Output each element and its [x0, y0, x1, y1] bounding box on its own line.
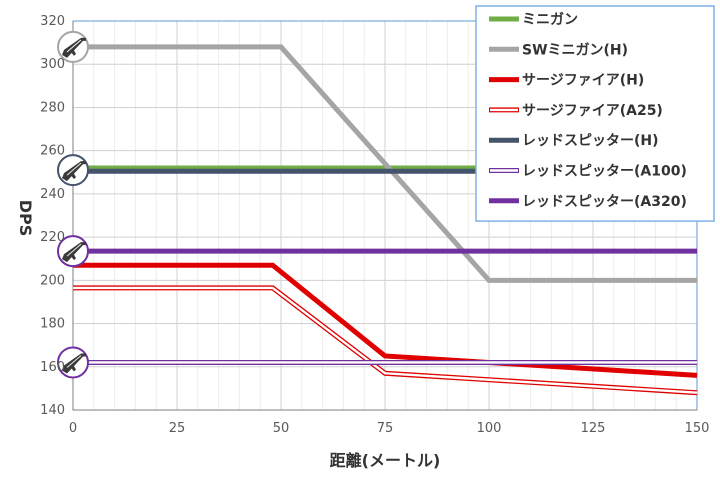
legend-label: サージファイア(H): [522, 73, 644, 89]
weapon-icon-grip: [70, 364, 76, 372]
weapon-icon-grip: [70, 172, 76, 180]
y-tick-label: 260: [40, 144, 65, 159]
weapon-icon-body: [62, 161, 86, 182]
weapon-icon: [57, 154, 89, 187]
y-tick-label: 320: [40, 14, 65, 29]
weapon-icon-highlight: [66, 243, 82, 257]
y-tick-label: 220: [40, 230, 65, 245]
x-tick-label: 100: [477, 421, 502, 436]
legend-label: レッドスピッター(H): [522, 133, 659, 149]
y-tick-label: 240: [40, 187, 65, 202]
weapon-icon-body: [62, 37, 86, 58]
x-tick-label: 0: [69, 421, 77, 436]
weapon-icon: [57, 235, 89, 268]
marker-layer: [57, 30, 89, 379]
x-axis-title: 距離(メートル): [330, 451, 441, 470]
legend-label: SWミニガン(H): [522, 42, 628, 58]
legend-label: サージファイア(A25): [522, 103, 663, 119]
x-tick-label: 75: [377, 421, 394, 436]
x-tick-label: 25: [169, 421, 186, 436]
legend-box: [475, 5, 715, 222]
y-tick-label: 280: [40, 100, 65, 115]
x-tick-label: 50: [273, 421, 290, 436]
weapon-icon-highlight: [66, 39, 82, 53]
y-axis-ticks: 140 160 180 200 220 240 260 280 300 320: [40, 14, 65, 418]
legend-label: レッドスピッター(A100): [522, 164, 687, 180]
y-tick-label: 200: [40, 273, 65, 288]
x-tick-label: 125: [581, 421, 606, 436]
weapon-icon-highlight: [66, 162, 82, 176]
weapon-icon-grip: [70, 253, 76, 261]
legend: ミニガン SWミニガン(H) サージファイア(H) サージファイア(A25) レッドスピ…: [475, 5, 715, 222]
legend-label: レッドスピッター(A320): [522, 194, 687, 210]
y-tick-label: 300: [40, 57, 65, 72]
series-line-2: [73, 44, 697, 283]
legend-label: ミニガン: [522, 12, 578, 28]
weapon-icon-body: [62, 242, 86, 263]
weapon-icon-highlight: [66, 355, 82, 368]
weapon-icon: [57, 346, 89, 379]
y-tick-label: 160: [40, 360, 65, 375]
weapon-icon-grip: [70, 48, 76, 56]
y-tick-label: 140: [40, 403, 65, 418]
y-tick-label: 180: [40, 317, 65, 332]
weapon-icon-body: [62, 353, 86, 374]
series-line-inner-4: [73, 286, 698, 394]
series-line-3: [73, 262, 698, 378]
x-tick-label: 150: [685, 421, 710, 436]
weapon-icon: [57, 30, 89, 63]
y-axis-title: DPS: [16, 200, 35, 237]
x-axis-ticks: 0 25 50 75 100 125 150: [69, 421, 710, 436]
